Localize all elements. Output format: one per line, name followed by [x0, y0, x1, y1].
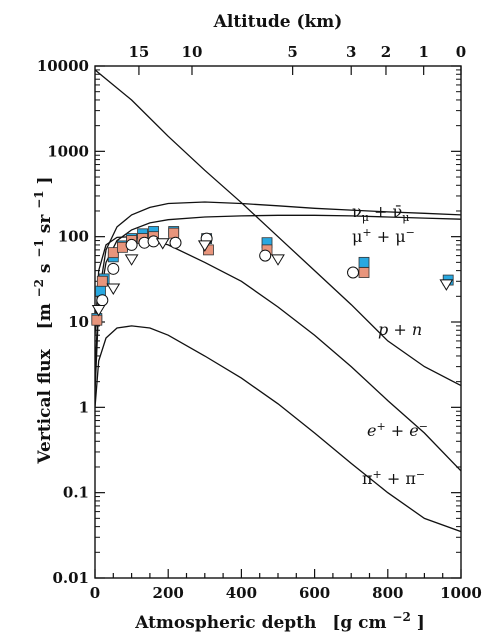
x-tick-label: 400	[226, 584, 257, 602]
y-axis-unit-exp3: −1	[32, 190, 46, 208]
curve-label-nucleon: p + n	[378, 320, 422, 339]
x-axis-unit-close: ]	[417, 613, 425, 633]
model-curve	[95, 69, 461, 387]
y-tick-label: 100	[58, 228, 89, 246]
circle-marker	[147, 235, 160, 248]
top-tick-label: 5	[287, 43, 297, 61]
triangle-marker	[439, 279, 454, 291]
triangle-marker	[124, 254, 139, 266]
y-axis-unit-exp2: −1	[32, 239, 46, 257]
x-axis-title: Atmospheric depth [g cm −2 ]	[134, 606, 425, 633]
x-axis-unit-exp: −2	[392, 610, 410, 624]
top-tick-label: 1	[418, 43, 428, 61]
triangle-marker	[91, 305, 106, 317]
circle-marker	[125, 238, 138, 251]
triangle-marker	[271, 254, 285, 266]
curve-label-neutrino: νμ + ν̄μ	[352, 202, 409, 224]
y-tick-label: 1	[79, 398, 89, 416]
triangle-marker	[106, 283, 121, 296]
model-curve	[95, 325, 461, 533]
y-tick-label: 0.01	[52, 569, 89, 587]
y-axis-unit-exp1: −2	[32, 279, 46, 297]
x-axis-label: Atmospheric depth	[134, 613, 316, 633]
circle-marker	[259, 249, 272, 262]
circle-marker	[169, 236, 182, 249]
top-axis-title: Altitude (km)	[213, 12, 343, 32]
y-tick-label: 1000	[47, 142, 89, 160]
y-axis-unit-open: [m	[35, 303, 55, 329]
y-axis-unit-s: s	[35, 263, 55, 273]
square-marker	[358, 267, 370, 278]
y-tick-label: 0.1	[63, 484, 89, 502]
square-marker	[91, 314, 103, 326]
circle-marker	[107, 262, 120, 275]
x-tick-label: 0	[90, 584, 100, 602]
y-axis-unit-sr: sr	[35, 214, 55, 234]
top-tick-label: 15	[128, 43, 149, 61]
top-tick-label: 2	[381, 43, 391, 61]
data-points	[91, 226, 454, 326]
y-axis-title: Vertical flux [m −2 s −1 sr −1 ]	[28, 176, 55, 464]
model-curve	[95, 236, 461, 472]
curve-label-electron: e+ + e−	[367, 420, 428, 440]
triangle-marker	[197, 240, 212, 252]
top-tick-label: 0	[456, 43, 466, 61]
model-curves	[95, 69, 461, 533]
x-axis-unit-gap: [g cm	[332, 613, 386, 633]
top-tick-label: 3	[346, 43, 356, 61]
curve-label-pion: π+ + π−	[362, 468, 425, 488]
x-tick-label: 1000	[440, 584, 482, 602]
square-marker	[168, 227, 180, 239]
triangle-marker	[155, 238, 170, 250]
x-tick-label: 800	[372, 584, 403, 602]
tick-labels: 0 200 400 600 800 10000.010.11101001000100001…	[37, 43, 482, 602]
circle-marker	[347, 266, 360, 279]
y-axis-unit-close: ]	[35, 176, 55, 184]
top-tick-label: 10	[182, 43, 203, 61]
x-tick-label: 600	[299, 584, 330, 602]
square-marker	[358, 256, 370, 268]
curve-label-muon: μ+ + μ−	[352, 226, 415, 246]
x-tick-label: 200	[153, 584, 184, 602]
y-tick-label: 10000	[37, 57, 89, 75]
y-tick-label: 10	[68, 313, 89, 331]
square-marker	[107, 247, 119, 259]
y-axis-label: Vertical flux	[35, 348, 55, 464]
circle-marker	[96, 294, 109, 307]
square-marker	[96, 275, 108, 287]
